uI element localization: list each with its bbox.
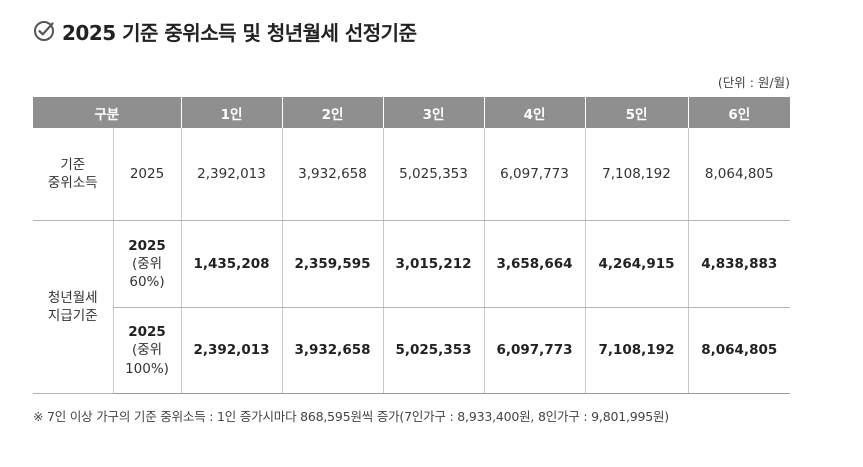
median-income-year: 2025 bbox=[112, 128, 181, 221]
youth-rent-60-pct-line2: 60%) bbox=[129, 274, 165, 291]
youth-rent-100-pct-line1: (중위 bbox=[131, 342, 163, 359]
youth-rent-100-criteria: 2025 (중위 100%) bbox=[112, 307, 181, 394]
median-income-label: 기준 중위소득 bbox=[33, 128, 113, 221]
youth-rent-60-pct-line1: (중위 bbox=[131, 255, 163, 272]
header-col-4: 4인 bbox=[483, 97, 585, 128]
youth-rent-60-value-2: 2,359,595 bbox=[281, 220, 383, 308]
header-col-5: 5인 bbox=[584, 97, 688, 128]
table-row-youth-rent-100: 2025 (중위 100%) 2,392,013 3,932,658 5,025… bbox=[33, 307, 790, 394]
median-income-value-3: 5,025,353 bbox=[382, 128, 484, 221]
youth-rent-100-value-2: 3,932,658 bbox=[281, 307, 383, 394]
youth-rent-100-value-4: 6,097,773 bbox=[483, 307, 585, 394]
youth-rent-100-pct-line2: 100%) bbox=[125, 360, 169, 377]
header-col-6: 6인 bbox=[687, 97, 790, 128]
youth-rent-100-value-6: 8,064,805 bbox=[687, 307, 790, 394]
criteria-table: 구분 1인 2인 3인 4인 5인 6인 기준 중위소득 2025 2,392,… bbox=[33, 97, 790, 394]
median-income-value-5: 7,108,192 bbox=[584, 128, 688, 221]
median-income-label-line1: 기준 bbox=[60, 156, 86, 173]
footnote: ※ 7인 이상 가구의 기준 중위소득 : 1인 증가시마다 868,595원씩… bbox=[33, 409, 669, 424]
header-col-2: 2인 bbox=[281, 97, 383, 128]
youth-rent-60-value-6: 4,838,883 bbox=[687, 220, 790, 308]
youth-rent-100-value-1: 2,392,013 bbox=[180, 307, 282, 394]
youth-rent-60-year: 2025 bbox=[128, 237, 166, 254]
table-row-youth-rent-60: 청년월세 지급기준 2025 (중위 60%) 1,435,208 2,359,… bbox=[33, 220, 790, 394]
header-col-1: 1인 bbox=[180, 97, 282, 128]
youth-rent-100-value-5: 7,108,192 bbox=[584, 307, 688, 394]
header-col-3: 3인 bbox=[382, 97, 484, 128]
median-income-value-4: 6,097,773 bbox=[483, 128, 585, 221]
unit-note: (단위 : 원/월) bbox=[717, 75, 790, 90]
header-category: 구분 bbox=[33, 97, 181, 128]
median-income-value-2: 3,932,658 bbox=[281, 128, 383, 221]
check-circle-icon bbox=[33, 20, 55, 42]
table-header-row: 구분 1인 2인 3인 4인 5인 6인 bbox=[33, 97, 790, 128]
youth-rent-label-line1: 청년월세 bbox=[47, 289, 98, 306]
title-row: 2025 기준 중위소득 및 청년월세 선정기준 bbox=[33, 16, 417, 46]
median-income-label-line2: 중위소득 bbox=[47, 175, 98, 191]
youth-rent-60-value-1: 1,435,208 bbox=[180, 220, 282, 308]
youth-rent-60-criteria: 2025 (중위 60%) bbox=[112, 220, 181, 308]
youth-rent-label-line2: 지급기준 bbox=[47, 308, 98, 324]
youth-rent-100-year: 2025 bbox=[128, 324, 166, 341]
youth-rent-60-value-3: 3,015,212 bbox=[382, 220, 484, 308]
youth-rent-60-value-5: 4,264,915 bbox=[584, 220, 688, 308]
youth-rent-label: 청년월세 지급기준 bbox=[33, 220, 113, 394]
median-income-value-6: 8,064,805 bbox=[687, 128, 790, 221]
median-income-value-1: 2,392,013 bbox=[180, 128, 282, 221]
youth-rent-60-value-4: 3,658,664 bbox=[483, 220, 585, 308]
table-row-median-income: 기준 중위소득 2025 2,392,013 3,932,658 5,025,3… bbox=[33, 128, 790, 221]
page-title: 2025 기준 중위소득 및 청년월세 선정기준 bbox=[62, 20, 417, 45]
youth-rent-100-value-3: 5,025,353 bbox=[382, 307, 484, 394]
